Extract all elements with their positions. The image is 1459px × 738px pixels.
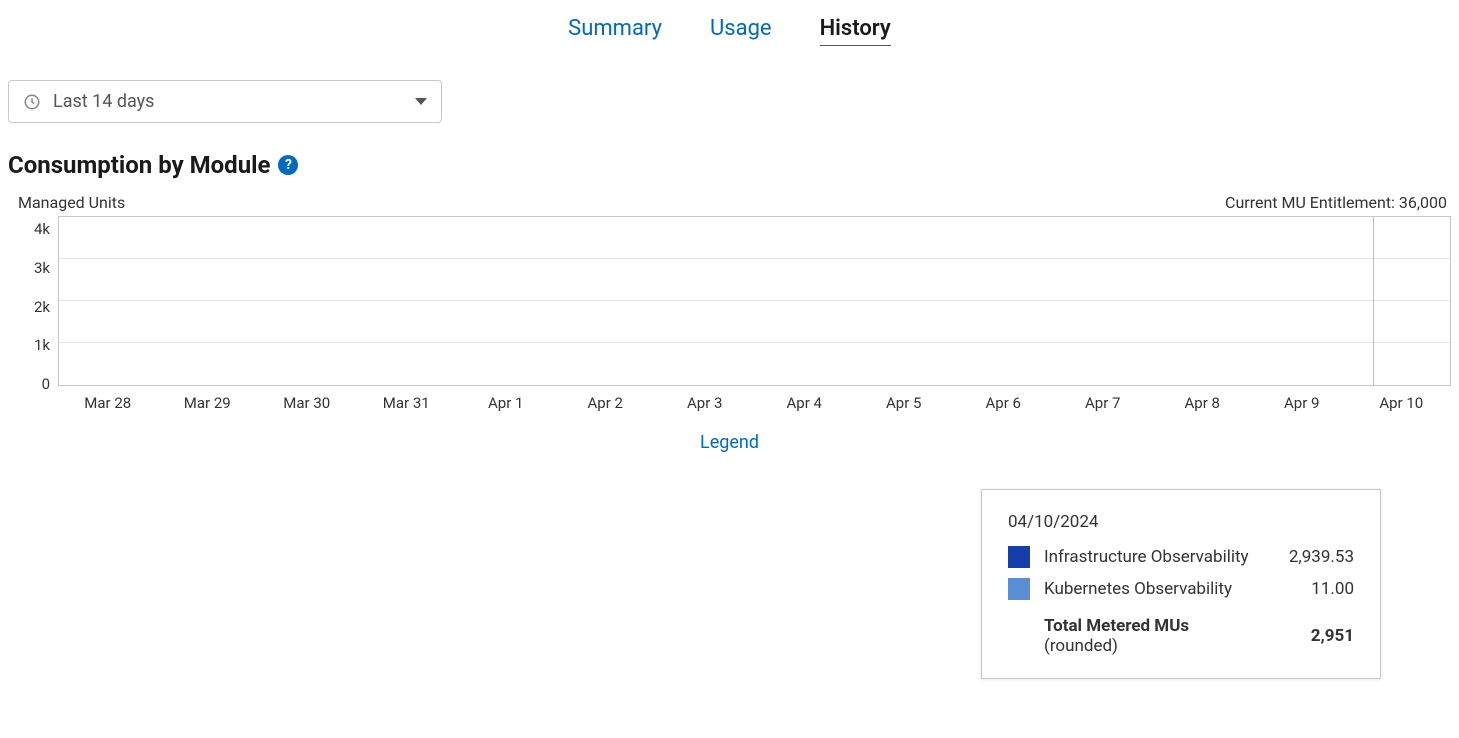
y-tick: 1k — [34, 338, 50, 353]
y-tick: 4k — [34, 222, 50, 237]
x-tick: Apr 3 — [655, 394, 755, 412]
section-title-text: Consumption by Module — [8, 151, 270, 179]
tab-history[interactable]: History — [820, 16, 891, 46]
x-tick: Apr 5 — [854, 394, 954, 412]
tooltip-series-name: Kubernetes Observability — [1044, 579, 1311, 599]
tab-summary[interactable]: Summary — [568, 16, 662, 46]
x-tick: Apr 2 — [556, 394, 656, 412]
tooltip-row: Kubernetes Observability11.00 — [1008, 578, 1354, 600]
tooltip-total-value: 2,951 — [1311, 626, 1354, 646]
tooltip-series-name: Infrastructure Observability — [1044, 547, 1289, 567]
x-tick: Apr 1 — [456, 394, 556, 412]
x-tick: Apr 9 — [1252, 394, 1352, 412]
y-axis: 4k3k2k1k0 — [18, 216, 58, 386]
color-swatch — [1008, 546, 1030, 568]
x-tick: Mar 28 — [58, 394, 158, 412]
x-tick: Mar 30 — [257, 394, 357, 412]
tooltip: 04/10/2024 Infrastructure Observability2… — [981, 489, 1381, 679]
tooltip-series-value: 2,939.53 — [1289, 547, 1354, 567]
legend-link[interactable]: Legend — [8, 432, 1451, 453]
entitlement-label: Current MU Entitlement: 36,000 — [1225, 193, 1447, 212]
tooltip-row: Infrastructure Observability2,939.53 — [1008, 546, 1354, 568]
x-tick: Apr 6 — [954, 394, 1054, 412]
color-swatch — [1008, 578, 1030, 600]
y-tick: 0 — [42, 377, 50, 392]
x-tick: Apr 8 — [1153, 394, 1253, 412]
x-tick: Mar 31 — [357, 394, 457, 412]
x-tick: Apr 7 — [1053, 394, 1153, 412]
date-range-selector[interactable]: Last 14 days — [8, 80, 442, 123]
chevron-down-icon — [415, 98, 427, 105]
x-tick: Apr 10 — [1352, 394, 1452, 412]
y-tick: 2k — [34, 300, 50, 315]
plot-area[interactable] — [58, 216, 1451, 386]
hover-line — [1373, 217, 1374, 385]
x-tick: Apr 4 — [755, 394, 855, 412]
chart: Managed Units Current MU Entitlement: 36… — [8, 193, 1451, 453]
help-icon[interactable]: ? — [278, 155, 298, 175]
date-range-label: Last 14 days — [53, 91, 415, 112]
tabs: Summary Usage History — [8, 16, 1451, 46]
x-axis: Mar 28Mar 29Mar 30Mar 31Apr 1Apr 2Apr 3A… — [8, 394, 1451, 412]
clock-icon — [23, 93, 41, 111]
tooltip-total-label: Total Metered MUs (rounded) — [1044, 616, 1311, 656]
tooltip-date: 04/10/2024 — [1008, 512, 1354, 532]
y-axis-title: Managed Units — [18, 193, 125, 212]
tab-usage[interactable]: Usage — [710, 16, 772, 46]
section-title: Consumption by Module ? — [8, 151, 1451, 179]
y-tick: 3k — [34, 261, 50, 276]
x-tick: Mar 29 — [158, 394, 258, 412]
tooltip-series-value: 11.00 — [1311, 579, 1354, 599]
